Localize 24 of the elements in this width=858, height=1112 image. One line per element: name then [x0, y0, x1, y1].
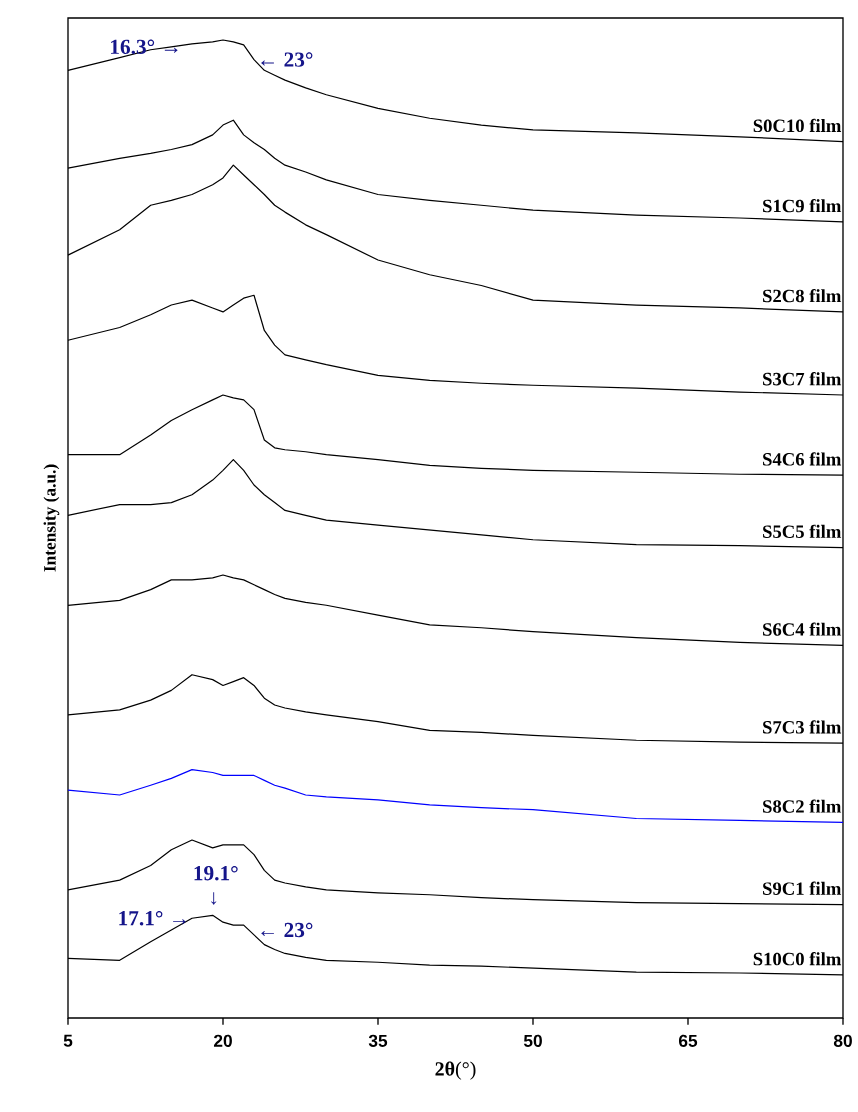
- series-label: S5C5 film: [763, 524, 842, 538]
- series-label: S4C6 film: [763, 452, 842, 466]
- series-label: S1C9 film: [763, 198, 842, 213]
- x-tick-label: 80: [833, 1034, 852, 1047]
- series-label: S2C8 film: [763, 288, 842, 303]
- annotation: 16.3° →: [111, 39, 178, 55]
- x-axis-title: 2θ(°): [435, 1061, 476, 1080]
- x-tick-label: 50: [523, 1034, 542, 1047]
- series-label: S7C3 film: [763, 720, 842, 734]
- series-label: S0C10 film: [753, 118, 842, 133]
- annotation: ← 23°: [261, 52, 313, 67]
- x-tick-label: 35: [368, 1034, 388, 1047]
- series-label: S6C4 film: [763, 622, 842, 636]
- series-label: S3C7 film: [763, 372, 842, 386]
- annotation: 19.1° ↓: [194, 866, 238, 905]
- x-tick-label: 65: [678, 1034, 698, 1047]
- series-label: S8C2 film: [763, 799, 842, 813]
- x-tick-label: 20: [213, 1034, 232, 1047]
- x-tick-label: 5: [63, 1034, 73, 1047]
- series-label: S10C0 film: [753, 952, 842, 966]
- series-label: S9C1 film: [763, 881, 842, 895]
- annotation: ← 23°: [261, 922, 313, 938]
- y-axis-title: Intensity (a.u.): [43, 464, 60, 572]
- annotation: 17.1° →: [119, 911, 186, 926]
